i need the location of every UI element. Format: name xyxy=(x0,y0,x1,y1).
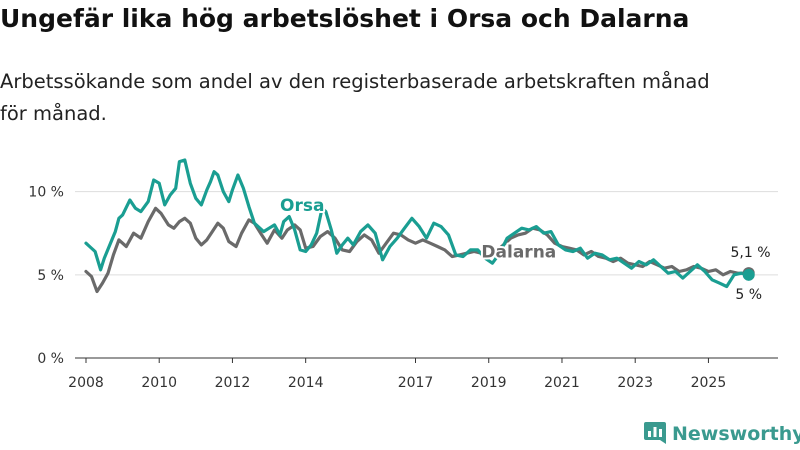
chart-title: Ungefär lika hög arbetslöshet i Orsa och… xyxy=(0,4,690,33)
series-label-dalarna: Dalarna xyxy=(481,242,556,262)
y-tick-label-0: 0 % xyxy=(37,351,64,367)
end-label-orsa: 5 % xyxy=(735,287,762,303)
x-tick-label-2012: 2012 xyxy=(215,375,251,391)
brand-name: Newsworthy xyxy=(672,423,800,445)
subtitle-line-2: för månad. xyxy=(0,102,107,125)
x-tick-label-2019: 2019 xyxy=(471,375,507,391)
series-label-orsa: Orsa xyxy=(280,196,324,216)
chart-subtitle: Arbetssökande som andel av den registerb… xyxy=(0,66,790,130)
x-tick-label-2023: 2023 xyxy=(617,375,653,391)
x-tick-label-2008: 2008 xyxy=(68,375,104,391)
series-line-orsa xyxy=(84,158,751,289)
x-tick-label-2025: 2025 xyxy=(691,375,727,391)
end-point-orsa xyxy=(742,268,755,281)
x-tick-label-2021: 2021 xyxy=(544,375,580,391)
x-tick-label-2014: 2014 xyxy=(288,375,324,391)
series-line-dalarna xyxy=(84,206,751,294)
x-tick-label-2010: 2010 xyxy=(141,375,177,391)
end-label-dalarna: 5,1 % xyxy=(731,245,771,261)
bar-chart-icon xyxy=(644,422,666,444)
y-tick-label-10: 10 % xyxy=(28,185,64,201)
brand-logo[interactable]: Newsworthy xyxy=(644,420,800,448)
y-tick-label-5: 5 % xyxy=(37,268,64,284)
subtitle-line-1: Arbetssökande som andel av den registerb… xyxy=(0,70,710,93)
x-tick-label-2017: 2017 xyxy=(398,375,434,391)
